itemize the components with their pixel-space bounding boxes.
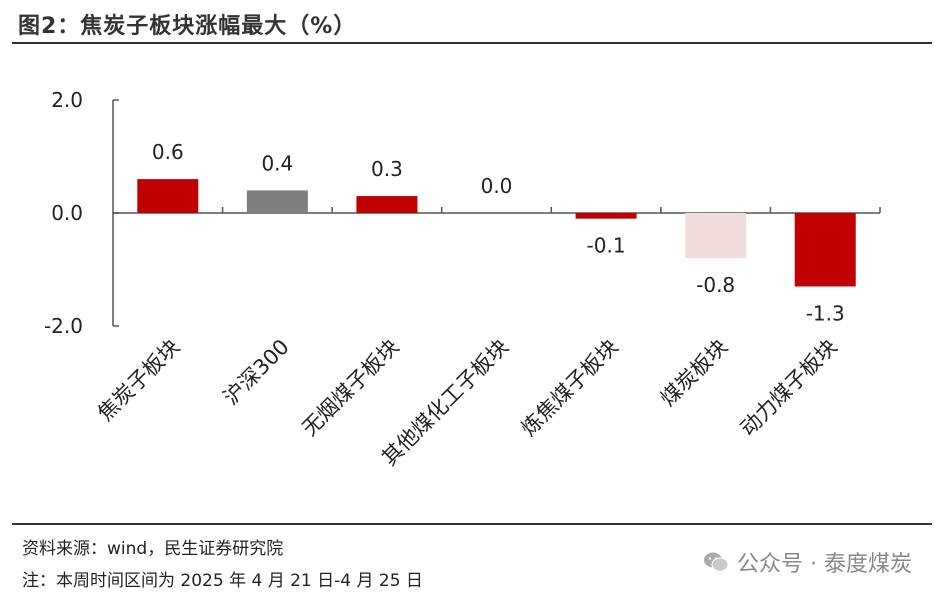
data-label: -0.1	[587, 234, 626, 258]
watermark: 公众号 · 泰度煤炭	[703, 546, 912, 578]
watermark-text: 公众号 · 泰度煤炭	[737, 552, 912, 577]
data-label: 0.3	[371, 157, 403, 181]
bar	[137, 179, 199, 213]
bar	[794, 213, 856, 287]
source-note: 资料来源：wind，民生证券研究院	[22, 539, 284, 559]
category-label: 无烟煤子板块	[297, 335, 403, 441]
title-divider	[12, 42, 932, 44]
data-label: 0.4	[261, 151, 293, 175]
category-label: 动力煤子板块	[736, 335, 842, 441]
period-note: 注：本周时间区间为 2025 年 4 月 21 日-4 月 25 日	[22, 571, 423, 591]
y-tick-label: 2.0	[51, 88, 83, 112]
bar	[685, 213, 747, 259]
category-label: 煤炭板块	[656, 335, 732, 411]
chart-title: 图2：焦炭子板块涨幅最大（%）	[18, 14, 357, 39]
footer-divider	[12, 523, 932, 525]
y-tick-label: -2.0	[44, 314, 83, 338]
y-tick-label: 0.0	[51, 201, 83, 225]
category-label: 焦炭子板块	[93, 335, 184, 426]
category-label: 炼焦煤子板块	[517, 335, 623, 441]
wechat-icon	[704, 552, 729, 572]
data-label: -0.8	[696, 273, 735, 297]
data-label: 0.6	[152, 140, 184, 164]
category-label: 沪深300	[219, 335, 294, 410]
bar	[575, 213, 637, 219]
data-label: 0.0	[481, 174, 513, 198]
bar	[356, 196, 418, 213]
bar	[246, 190, 308, 213]
data-label: -1.3	[806, 301, 845, 325]
bar-chart: 2.00.0-2.00.6焦炭子板块0.4沪深3000.3无烟煤子板块0.0其他…	[44, 88, 881, 470]
